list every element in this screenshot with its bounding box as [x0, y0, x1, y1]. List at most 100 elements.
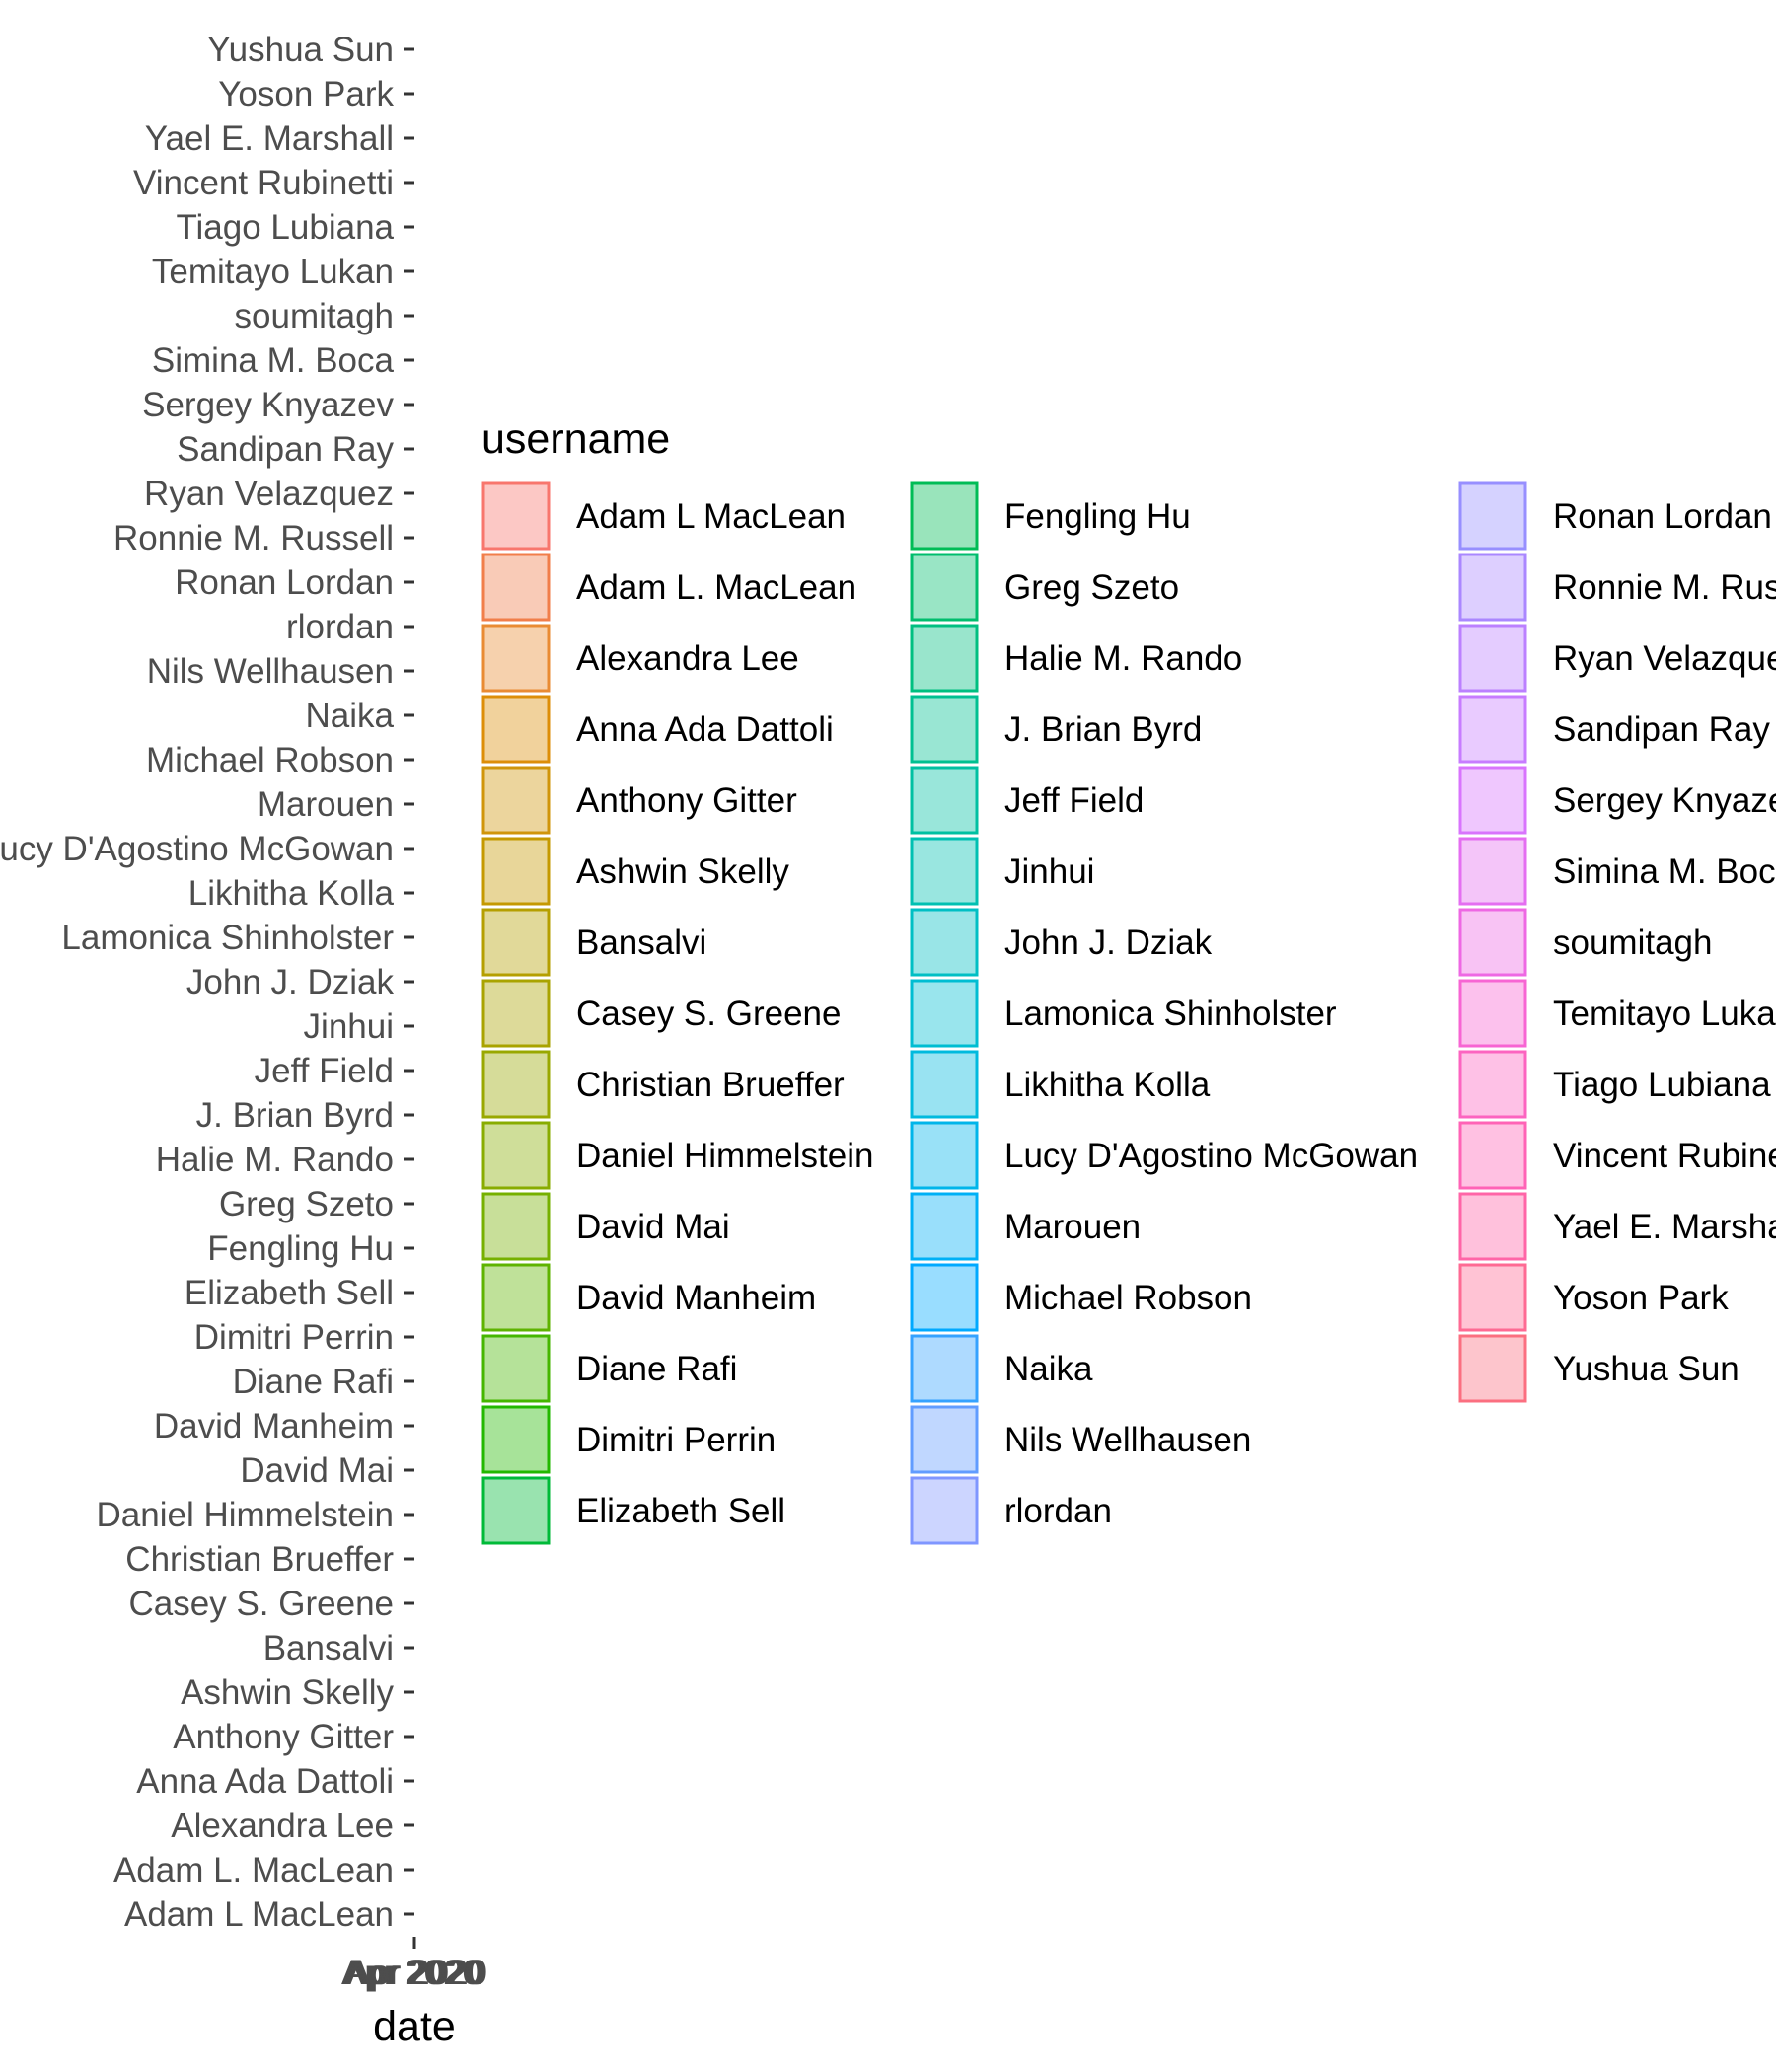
legend-label: Dimitri Perrin: [576, 1421, 776, 1459]
legend-label: Ronnie M. Russell: [1553, 568, 1776, 607]
y-tick-label: Fengling Hu: [207, 1229, 394, 1268]
y-tick-label: David Manheim: [154, 1407, 394, 1445]
legend-label: Jeff Field: [1004, 781, 1144, 820]
legend-key: [1458, 979, 1527, 1048]
legend-label: Adam L. MacLean: [576, 568, 856, 607]
y-tick-label: Bansalvi: [263, 1629, 394, 1667]
legend-label: Vincent Rubinetti: [1553, 1137, 1776, 1175]
y-tick-label: Anna Ada Dattoli: [136, 1762, 394, 1801]
legend-key: [910, 1405, 979, 1474]
legend-label: Likhitha Kolla: [1004, 1066, 1211, 1104]
legend-key: [1458, 1050, 1527, 1119]
legend-label: Christian Brueffer: [576, 1066, 845, 1104]
y-tick-label: Temitayo Lukan: [152, 253, 394, 291]
legend-label: Yushua Sun: [1553, 1350, 1739, 1388]
y-tick-label: Naika: [306, 697, 395, 735]
x-axis-title: date: [373, 2003, 456, 2050]
y-tick-label: Vincent Rubinetti: [133, 164, 394, 202]
legend-key: [481, 979, 551, 1048]
y-tick-label: Sandipan Ray: [177, 430, 394, 469]
legend-label: Jinhui: [1004, 852, 1094, 891]
legend-key: [481, 1263, 551, 1332]
y-tick-label: Dimitri Perrin: [194, 1318, 394, 1357]
y-tick-label: Michael Robson: [146, 741, 394, 779]
legend-key: [481, 624, 551, 693]
x-tick-label: Apr 2020: [347, 1954, 487, 1992]
legend-key: [481, 481, 551, 551]
legend-label: Daniel Himmelstein: [576, 1137, 873, 1175]
legend-key: [910, 1121, 979, 1190]
legend-label: Tiago Lubiana: [1553, 1066, 1771, 1104]
legend-label: Lamonica Shinholster: [1004, 995, 1337, 1033]
y-tick-label: Lamonica Shinholster: [61, 919, 394, 957]
legend-key: [910, 553, 979, 622]
legend-label: Casey S. Greene: [576, 995, 841, 1033]
legend-key: [481, 1405, 551, 1474]
legend-key: [910, 1263, 979, 1332]
y-tick-label: J. Brian Byrd: [196, 1096, 394, 1135]
legend-key: [481, 1050, 551, 1119]
legend-key: [481, 1476, 551, 1545]
legend-label: Yoson Park: [1553, 1279, 1729, 1317]
legend-label: Anthony Gitter: [576, 781, 797, 820]
y-tick-label: Ashwin Skelly: [181, 1673, 394, 1712]
legend-label: Ryan Velazquez: [1553, 639, 1776, 678]
legend-label: J. Brian Byrd: [1004, 710, 1202, 749]
legend-label: Yael E. Marshall: [1553, 1208, 1776, 1246]
legend-label: Alexandra Lee: [576, 639, 799, 678]
legend-label: Greg Szeto: [1004, 568, 1179, 607]
legend-label: Bansalvi: [576, 924, 706, 962]
legend-label: Marouen: [1004, 1208, 1141, 1246]
legend-key: [910, 1192, 979, 1261]
legend-label: Diane Rafi: [576, 1350, 737, 1388]
legend-key: [1458, 1334, 1527, 1403]
legend-key: [910, 695, 979, 764]
y-tick-label: Christian Brueffer: [125, 1540, 394, 1579]
y-tick-label: rlordan: [286, 608, 394, 646]
y-tick-label: Simina M. Boca: [152, 341, 395, 380]
legend-key: [1458, 1263, 1527, 1332]
legend-label: Adam L MacLean: [576, 497, 846, 536]
y-tick-label: Yael E. Marshall: [145, 119, 394, 158]
y-tick-label: Greg Szeto: [219, 1185, 394, 1223]
legend-key: [481, 908, 551, 977]
legend-label: Michael Robson: [1004, 1279, 1252, 1317]
legend-label: Anna Ada Dattoli: [576, 710, 834, 749]
legend-key: [1458, 766, 1527, 835]
legend-key: [481, 766, 551, 835]
y-tick-label: Adam L. MacLean: [113, 1851, 394, 1889]
legend-key: [1458, 837, 1527, 906]
legend-label: David Manheim: [576, 1279, 816, 1317]
legend-key: [1458, 553, 1527, 622]
legend-key: [481, 837, 551, 906]
y-tick-label: Sergey Knyazev: [142, 386, 394, 424]
legend-key: [910, 481, 979, 551]
y-tick-label: Halie M. Rando: [156, 1141, 394, 1179]
y-tick-label: Alexandra Lee: [171, 1807, 394, 1845]
legend-key: [481, 1192, 551, 1261]
y-axis: Yushua Sun Yoson Park Yael E. Marshall Vinc…: [0, 31, 414, 1934]
legend-key: [910, 1334, 979, 1403]
legend-key: [1458, 481, 1527, 551]
legend: username Adam L MacLean Adam L. MacLean Al…: [481, 415, 1776, 1545]
legend-label: Ronan Lordan: [1553, 497, 1772, 536]
legend-key: [1458, 1121, 1527, 1190]
legend-title: username: [481, 415, 670, 463]
legend-key: [910, 979, 979, 1048]
y-tick-label: Ronan Lordan: [175, 563, 394, 602]
legend-label: Simina M. Boca: [1553, 852, 1776, 891]
y-tick-label: Adam L MacLean: [124, 1895, 394, 1934]
legend-key: [481, 553, 551, 622]
legend-label: Nils Wellhausen: [1004, 1421, 1251, 1459]
legend-label: Elizabeth Sell: [576, 1492, 785, 1530]
y-tick-label: Yushua Sun: [207, 31, 394, 69]
x-tick-label: Apr 2020: [345, 1954, 485, 1992]
legend-label: David Mai: [576, 1208, 730, 1246]
legend-key: [481, 695, 551, 764]
y-tick-label: Nils Wellhausen: [147, 652, 394, 691]
legend-key: [1458, 624, 1527, 693]
legend-label: Lucy D'Agostino McGowan: [1004, 1137, 1418, 1175]
legend-key: [910, 624, 979, 693]
legend-label: John J. Dziak: [1004, 924, 1213, 962]
